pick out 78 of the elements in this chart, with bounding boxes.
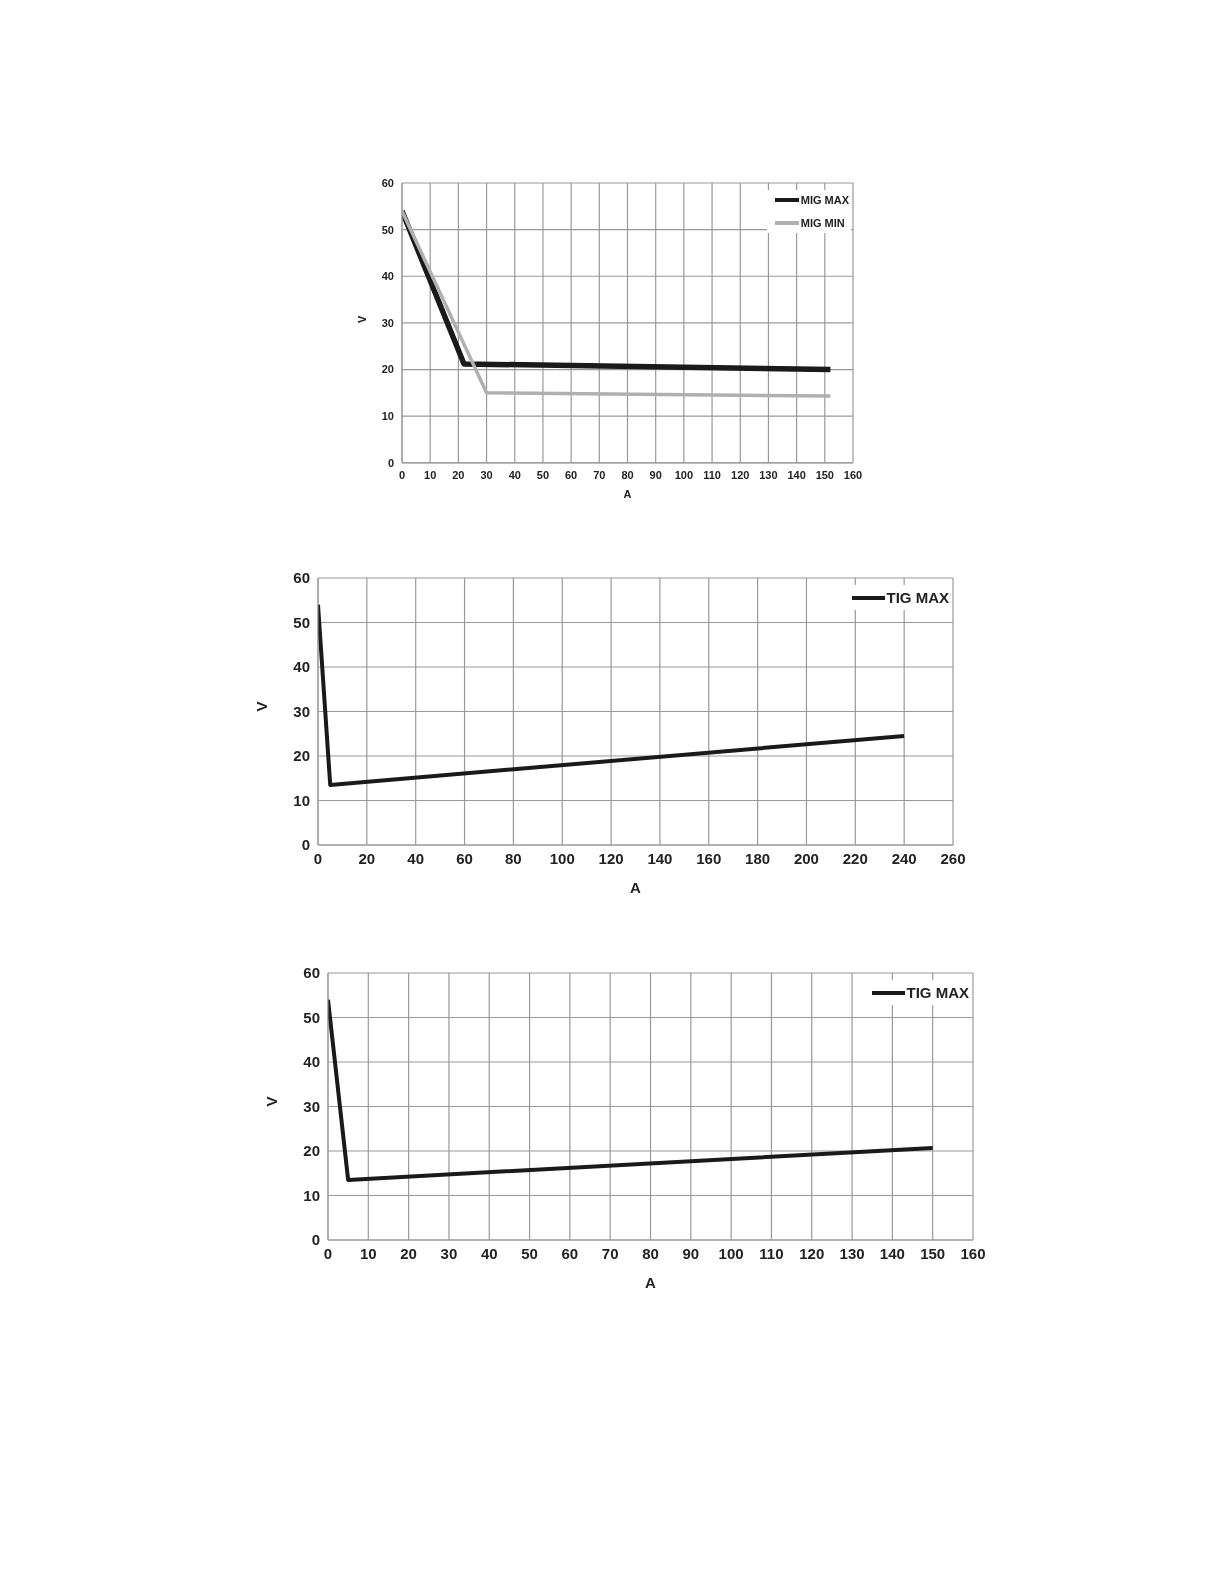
x-tick-label: 90 xyxy=(682,1244,700,1262)
x-tick-label: 70 xyxy=(593,468,606,481)
x-tick-label: 130 xyxy=(839,1244,865,1262)
x-tick-label: 80 xyxy=(621,468,634,481)
x-tick-label: 50 xyxy=(536,468,550,481)
y-tick-label: 50 xyxy=(293,613,310,631)
x-tick-label: 260 xyxy=(940,849,966,867)
x-tick-label: 160 xyxy=(960,1244,986,1262)
y-tick-label: 10 xyxy=(381,410,394,423)
x-tick-label: 150 xyxy=(920,1244,946,1262)
x-axis-title: A xyxy=(645,1274,657,1291)
x-tick-label: 0 xyxy=(323,1244,333,1262)
x-tick-label: 110 xyxy=(759,1244,784,1262)
x-tick-label: 80 xyxy=(505,849,522,867)
y-tick-label: 0 xyxy=(387,456,394,469)
y-tick-label: 20 xyxy=(381,363,394,376)
x-tick-label: 120 xyxy=(731,468,750,481)
x-tick-label: 40 xyxy=(508,468,521,481)
y-axis-title: V xyxy=(263,1096,281,1107)
y-tick-label: 50 xyxy=(303,1008,320,1026)
x-tick-label: 130 xyxy=(759,468,778,481)
x-tick-label: 120 xyxy=(598,849,624,867)
x-tick-label: 140 xyxy=(647,849,673,867)
y-tick-label: 0 xyxy=(301,836,310,854)
x-tick-label: 110 xyxy=(703,468,721,481)
x-tick-label: 10 xyxy=(359,1244,377,1262)
y-tick-label: 40 xyxy=(381,270,394,283)
x-tick-label: 100 xyxy=(674,468,694,481)
y-tick-label: 30 xyxy=(381,316,394,329)
x-tick-label: 160 xyxy=(843,468,863,481)
x-tick-label: 100 xyxy=(718,1244,744,1262)
x-tick-label: 20 xyxy=(358,849,376,867)
legend-label: TIG MAX xyxy=(886,589,949,606)
y-tick-label: 0 xyxy=(311,1231,320,1249)
x-tick-label: 120 xyxy=(799,1244,825,1262)
x-tick-label: 60 xyxy=(565,468,578,481)
x-tick-label: 40 xyxy=(407,849,425,867)
x-tick-label: 90 xyxy=(649,468,662,481)
y-tick-label: 40 xyxy=(293,658,310,676)
y-tick-label: 60 xyxy=(303,964,320,982)
y-tick-label: 30 xyxy=(303,1097,320,1115)
x-tick-label: 20 xyxy=(452,468,465,481)
x-tick-label: 80 xyxy=(642,1244,659,1262)
x-tick-label: 70 xyxy=(601,1244,619,1262)
x-tick-label: 160 xyxy=(696,849,722,867)
y-tick-label: 10 xyxy=(293,791,310,809)
y-tick-label: 30 xyxy=(293,702,310,720)
x-tick-label: 30 xyxy=(440,1244,458,1262)
y-tick-label: 20 xyxy=(293,747,310,765)
legend-label: MIG MIN xyxy=(800,217,845,229)
y-tick-label: 40 xyxy=(303,1053,320,1071)
x-tick-label: 0 xyxy=(398,468,406,481)
x-tick-label: 150 xyxy=(815,468,834,481)
y-tick-label: 10 xyxy=(303,1186,320,1204)
legend-label: MIG MAX xyxy=(800,194,849,206)
x-tick-label: 240 xyxy=(891,849,917,867)
x-tick-label: 140 xyxy=(787,468,806,481)
x-tick-label: 10 xyxy=(424,468,437,481)
y-tick-label: 20 xyxy=(303,1142,320,1160)
x-axis-title: A xyxy=(623,488,632,500)
x-tick-label: 30 xyxy=(480,468,493,481)
y-axis-title: V xyxy=(355,314,368,323)
x-tick-label: 180 xyxy=(745,849,771,867)
x-tick-label: 60 xyxy=(561,1244,579,1262)
x-axis-title: A xyxy=(630,879,642,896)
x-tick-label: 200 xyxy=(793,849,819,867)
x-tick-label: 140 xyxy=(879,1244,905,1262)
x-tick-label: 40 xyxy=(480,1244,498,1262)
x-tick-label: 60 xyxy=(456,849,473,867)
y-tick-label: 60 xyxy=(381,176,394,189)
y-tick-label: 60 xyxy=(293,569,310,587)
y-axis-title: V xyxy=(253,701,271,712)
x-tick-label: 20 xyxy=(400,1244,417,1262)
x-tick-label: 220 xyxy=(842,849,868,867)
y-tick-label: 50 xyxy=(381,223,394,236)
x-tick-label: 100 xyxy=(549,849,575,867)
legend-label: TIG MAX xyxy=(906,984,969,1001)
x-tick-label: 50 xyxy=(521,1244,538,1262)
